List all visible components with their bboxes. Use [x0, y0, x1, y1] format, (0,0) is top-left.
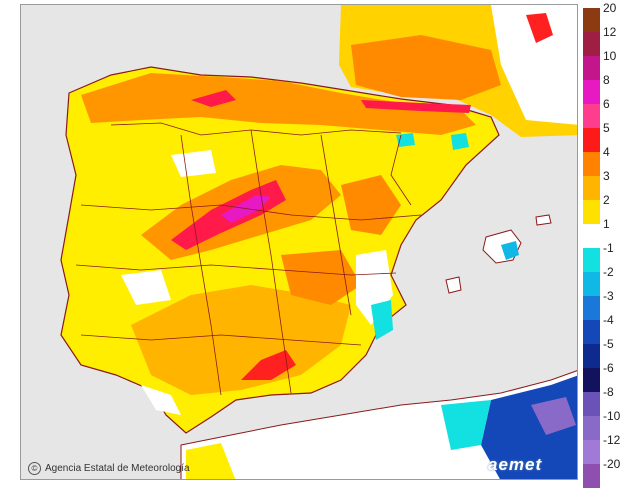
legend-item: 10	[583, 49, 628, 80]
legend-item: 2	[583, 193, 628, 224]
legend-item: -1	[583, 241, 628, 272]
legend-swatch	[583, 8, 600, 32]
legend-label: -8	[603, 385, 614, 399]
north-hot-band	[81, 73, 476, 135]
legend-label: -2	[603, 265, 614, 279]
legend-item: 4	[583, 145, 628, 176]
south-peak	[241, 350, 296, 380]
africa-purple-area	[531, 397, 576, 435]
region-borders	[75, 122, 422, 396]
legend-label: 6	[603, 97, 610, 111]
legend-swatch	[583, 272, 600, 296]
legend-swatch	[583, 440, 600, 464]
legend-swatch	[583, 200, 600, 224]
legend-item: 5	[583, 121, 628, 152]
france-peak-area	[526, 13, 553, 43]
legend-item: 12	[583, 25, 628, 56]
legend-label: 10	[603, 49, 617, 63]
southeast-hot-area	[281, 250, 361, 305]
ibiza-island	[445, 276, 462, 294]
legend-label: 8	[603, 73, 610, 87]
legend-swatch	[583, 248, 600, 272]
legend-swatch	[583, 56, 600, 80]
legend-label: 5	[603, 121, 610, 135]
legend-label: -4	[603, 313, 614, 327]
pyrenees-peak	[361, 100, 471, 113]
legend-swatch	[583, 104, 600, 128]
france-white-area	[491, 5, 577, 125]
legend-swatch	[583, 224, 600, 248]
legend-swatch	[583, 176, 600, 200]
legend-item: -10	[583, 409, 628, 440]
africa-cyan-fringe	[441, 400, 491, 450]
legend-label: 3	[603, 169, 610, 183]
legend-item: -2	[583, 265, 628, 296]
mallorca-cool-area	[501, 241, 519, 260]
east-coast-cool-spot	[371, 300, 393, 340]
legend-item: 20	[583, 1, 628, 32]
africa-yellow-area	[186, 443, 236, 479]
central-magenta-core	[221, 195, 271, 223]
legend-item: -20	[583, 457, 628, 488]
legend-swatch	[583, 344, 600, 368]
northcentral-white-area	[171, 150, 216, 177]
legend-label: 12	[603, 25, 617, 39]
legend-swatch	[583, 152, 600, 176]
legend-swatch	[583, 296, 600, 320]
france-hot-area	[351, 35, 501, 100]
menorca-island	[535, 214, 552, 226]
legend-swatch	[583, 320, 600, 344]
anomaly-map	[20, 4, 578, 480]
credit-text: Agencia Estatal de Meteorología	[45, 463, 190, 474]
legend-item: 6	[583, 97, 628, 128]
southwest-white-area	[141, 385, 181, 415]
legend-label: 1	[603, 217, 610, 231]
legend-item: 3	[583, 169, 628, 200]
west-white-area	[121, 270, 171, 305]
copyright-icon: ©	[28, 462, 41, 475]
legend-label: -1	[603, 241, 614, 255]
legend-swatch	[583, 464, 600, 488]
legend-item: -6	[583, 361, 628, 392]
legend-item: -5	[583, 337, 628, 368]
brand-logo: aemet	[488, 455, 543, 474]
map-canvas	[21, 5, 577, 479]
legend-label: 2	[603, 193, 610, 207]
north-africa-land	[180, 370, 577, 479]
legend-swatch	[583, 416, 600, 440]
legend-label: -6	[603, 361, 614, 375]
legend-item: 8	[583, 73, 628, 104]
legend-item: -3	[583, 289, 628, 320]
legend-label: -10	[603, 409, 621, 423]
legend-item: -8	[583, 385, 628, 416]
legend-label: -20	[603, 457, 621, 471]
ebro-cool-spot	[451, 133, 469, 150]
legend-swatch	[583, 32, 600, 56]
map-credit: © Agencia Estatal de Meteorología	[28, 462, 190, 475]
legend-swatch	[583, 368, 600, 392]
legend-label: -3	[603, 289, 614, 303]
legend-label: -5	[603, 337, 614, 351]
legend-label: 4	[603, 145, 610, 159]
legend-label: 20	[603, 1, 617, 15]
legend-item: 1	[583, 217, 628, 248]
legend-label: -12	[603, 433, 621, 447]
legend-swatch	[583, 80, 600, 104]
legend-item: -12	[583, 433, 628, 464]
north-peak	[191, 90, 236, 107]
legend-item: -4	[583, 313, 628, 344]
color-legend: 20 12 10 8 6 5 4 3 2 1 -1 -2 -3 -4 -5 -6 -8 -10 -12 -20	[583, 1, 628, 488]
legend-swatch	[583, 392, 600, 416]
south-hot-band	[131, 285, 351, 395]
legend-swatch	[583, 128, 600, 152]
